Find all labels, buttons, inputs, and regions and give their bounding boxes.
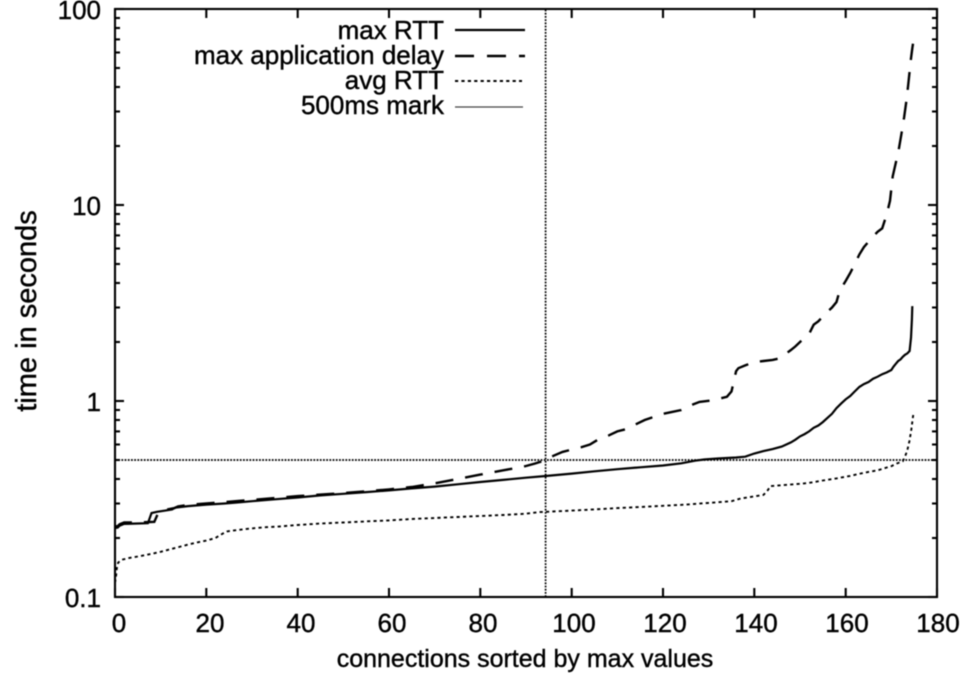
svg-text:time in seconds: time in seconds [11,210,43,412]
svg-text:0.1: 0.1 [65,583,101,613]
svg-text:100: 100 [58,0,101,25]
svg-text:0: 0 [112,608,126,638]
svg-text:1: 1 [87,387,101,417]
svg-text:500ms mark: 500ms mark [301,90,445,120]
svg-text:max RTT: max RTT [338,15,445,45]
svg-text:40: 40 [287,608,316,638]
svg-text:60: 60 [378,608,407,638]
svg-text:120: 120 [643,608,686,638]
svg-text:80: 80 [469,608,498,638]
svg-text:20: 20 [196,608,225,638]
svg-text:connections sorted by max valu: connections sorted by max values [337,645,714,673]
svg-text:10: 10 [72,191,101,221]
svg-text:max application delay: max application delay [194,40,444,70]
svg-text:100: 100 [552,608,595,638]
svg-text:avg RTT: avg RTT [345,65,444,95]
svg-text:140: 140 [734,608,777,638]
svg-text:180: 180 [916,608,959,638]
svg-text:160: 160 [825,608,868,638]
